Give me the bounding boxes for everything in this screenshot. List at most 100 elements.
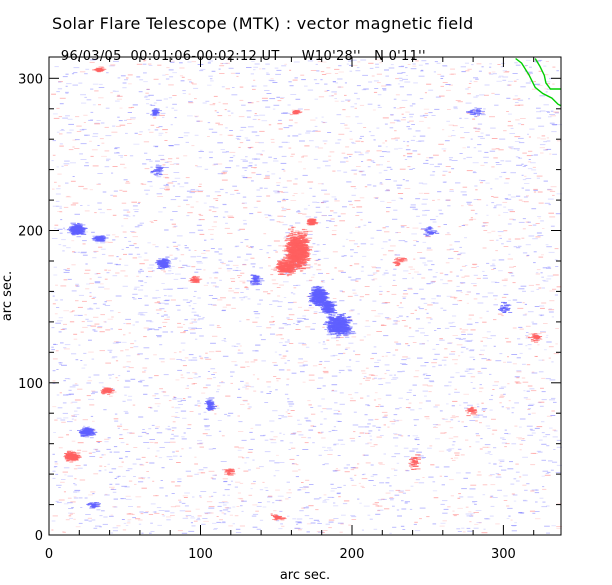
noise-mark-positive bbox=[311, 276, 315, 278]
noise-mark-negative bbox=[253, 206, 258, 208]
noise-mark-negative bbox=[527, 221, 531, 223]
noise-mark-negative bbox=[409, 508, 413, 510]
noise-mark-negative bbox=[549, 379, 556, 381]
noise-mark-positive bbox=[245, 382, 249, 384]
noise-mark-positive bbox=[212, 103, 216, 105]
noise-mark-negative bbox=[266, 72, 269, 74]
noise-mark-negative bbox=[540, 272, 543, 274]
noise-mark-negative bbox=[56, 369, 59, 370]
noise-mark-negative bbox=[534, 492, 540, 494]
noise-mark-positive bbox=[452, 510, 455, 512]
noise-mark-positive bbox=[193, 520, 198, 522]
noise-mark-negative bbox=[331, 278, 334, 280]
noise-mark-negative bbox=[466, 201, 472, 203]
noise-mark-negative bbox=[534, 427, 540, 429]
noise-mark-negative bbox=[459, 117, 462, 119]
noise-mark-positive bbox=[52, 406, 57, 408]
noise-mark-negative bbox=[479, 113, 485, 115]
noise-mark-negative bbox=[449, 353, 455, 355]
noise-mark-negative bbox=[211, 495, 214, 497]
noise-mark-negative bbox=[81, 102, 87, 104]
noise-mark-positive bbox=[57, 173, 62, 175]
noise-mark-positive bbox=[286, 492, 292, 494]
noise-mark-positive bbox=[414, 482, 419, 484]
noise-mark-negative bbox=[392, 323, 398, 325]
noise-mark-negative bbox=[516, 195, 521, 197]
noise-mark-negative bbox=[341, 255, 345, 257]
noise-mark-negative bbox=[127, 520, 131, 522]
noise-mark-positive bbox=[509, 211, 515, 213]
noise-mark-negative bbox=[548, 251, 555, 253]
noise-mark-negative bbox=[547, 266, 551, 268]
noise-mark-negative bbox=[425, 63, 429, 65]
noise-mark-positive bbox=[385, 140, 388, 142]
noise-mark-negative bbox=[400, 198, 403, 200]
noise-mark-negative bbox=[287, 515, 290, 517]
noise-mark-positive bbox=[515, 382, 519, 384]
noise-mark-positive bbox=[384, 302, 391, 304]
noise-mark-positive bbox=[334, 225, 338, 227]
noise-mark-negative bbox=[194, 271, 199, 273]
noise-mark-negative bbox=[52, 205, 59, 207]
field-mark bbox=[300, 258, 305, 259]
noise-mark-positive bbox=[439, 338, 443, 340]
noise-mark-negative bbox=[243, 223, 247, 225]
noise-mark-positive bbox=[116, 525, 121, 527]
noise-mark-negative bbox=[184, 330, 189, 331]
noise-mark-positive bbox=[197, 405, 201, 407]
noise-mark-negative bbox=[439, 213, 444, 215]
noise-mark-negative bbox=[446, 232, 450, 234]
noise-mark-positive bbox=[228, 287, 232, 289]
noise-mark-negative bbox=[337, 215, 341, 217]
field-mark bbox=[286, 239, 290, 241]
noise-mark-positive bbox=[361, 487, 365, 488]
noise-mark-negative bbox=[78, 497, 83, 499]
noise-mark-negative bbox=[447, 205, 451, 207]
noise-mark-positive bbox=[552, 429, 557, 431]
noise-mark-negative bbox=[466, 527, 471, 529]
noise-mark-negative bbox=[241, 175, 245, 177]
noise-mark-negative bbox=[493, 295, 498, 297]
noise-mark-negative bbox=[309, 266, 313, 268]
field-mark bbox=[284, 244, 289, 246]
noise-mark-negative bbox=[372, 185, 377, 187]
noise-mark-positive bbox=[454, 388, 457, 390]
noise-mark-positive bbox=[521, 377, 526, 379]
noise-mark-negative bbox=[385, 382, 391, 384]
noise-mark-negative bbox=[313, 216, 318, 218]
noise-mark-positive bbox=[361, 372, 367, 374]
noise-mark-negative bbox=[263, 85, 268, 87]
noise-mark-negative bbox=[184, 245, 187, 246]
noise-mark-negative bbox=[214, 191, 221, 193]
noise-mark-negative bbox=[531, 489, 538, 491]
noise-mark-negative bbox=[295, 98, 301, 100]
noise-mark-positive bbox=[328, 159, 332, 161]
noise-mark-negative bbox=[188, 249, 191, 251]
noise-mark-positive bbox=[441, 418, 445, 420]
noise-mark-negative bbox=[259, 466, 264, 468]
noise-mark-negative bbox=[190, 256, 197, 258]
noise-mark-positive bbox=[503, 246, 509, 247]
noise-mark-negative bbox=[196, 261, 202, 263]
noise-mark-negative bbox=[504, 433, 509, 434]
noise-mark-negative bbox=[173, 397, 177, 398]
noise-mark-negative bbox=[332, 430, 338, 431]
noise-mark-positive bbox=[98, 97, 104, 99]
noise-mark-negative bbox=[67, 502, 73, 504]
noise-mark-positive bbox=[314, 259, 320, 261]
noise-mark-positive bbox=[426, 157, 432, 159]
field-mark bbox=[297, 250, 302, 252]
noise-mark-negative bbox=[407, 287, 413, 289]
noise-mark-negative bbox=[323, 257, 329, 259]
noise-mark-negative bbox=[489, 409, 493, 411]
noise-mark-positive bbox=[144, 168, 150, 170]
noise-mark-negative bbox=[124, 394, 127, 396]
noise-mark-negative bbox=[235, 270, 242, 271]
noise-mark-negative bbox=[531, 372, 538, 374]
noise-mark-positive bbox=[113, 195, 118, 197]
noise-mark-negative bbox=[190, 517, 196, 519]
noise-mark-positive bbox=[338, 71, 344, 73]
noise-mark-positive bbox=[217, 385, 221, 387]
noise-mark-positive bbox=[205, 250, 210, 252]
noise-mark-positive bbox=[334, 93, 337, 95]
